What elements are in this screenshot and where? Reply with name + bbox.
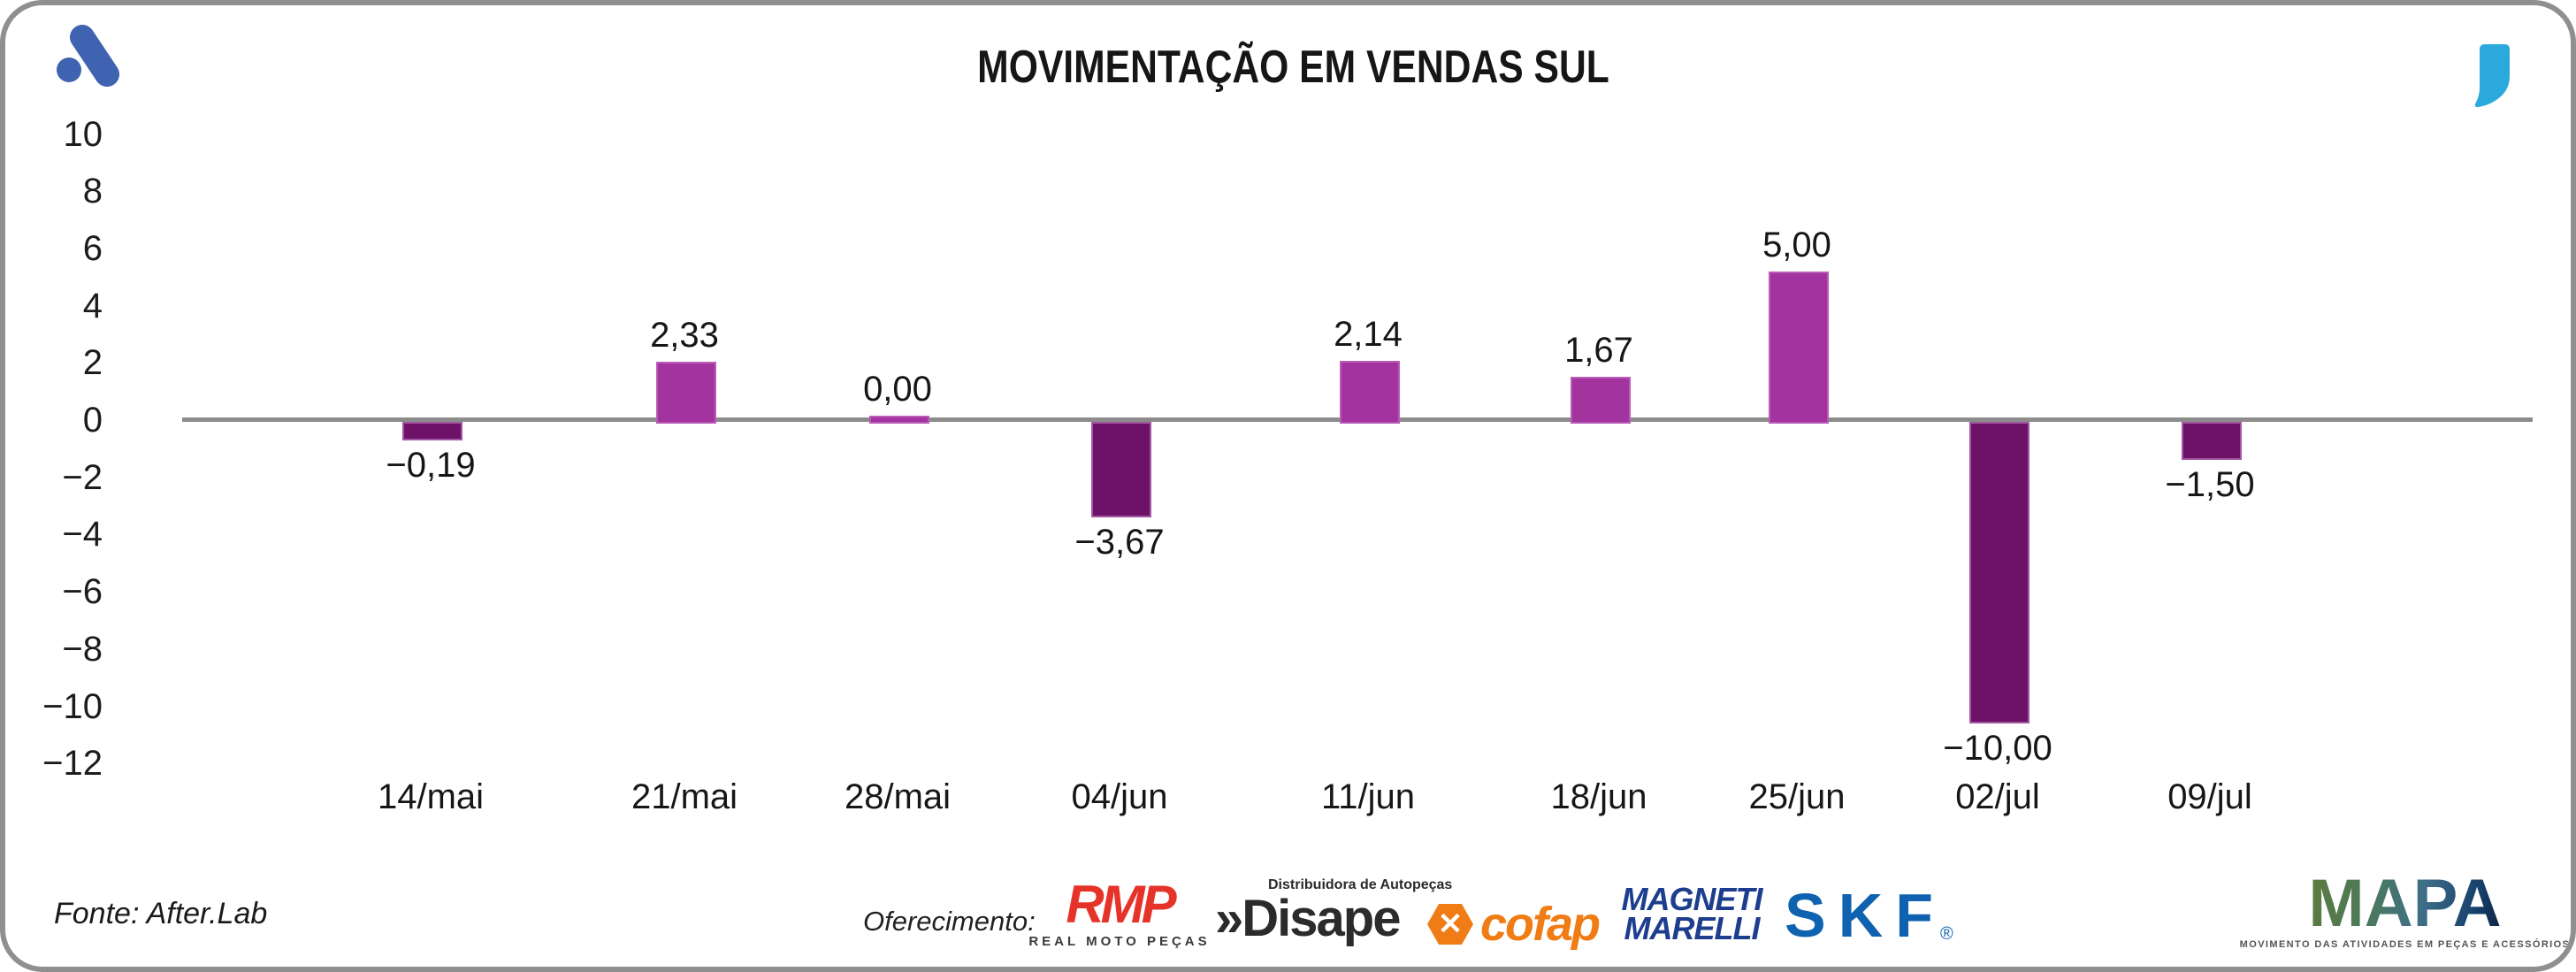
- quote-mark-icon: [2474, 44, 2510, 108]
- chart-title: MOVIMENTAÇÃO EM VENDAS SUL: [977, 42, 1609, 93]
- y-axis-tick-label: 8: [82, 172, 103, 211]
- sponsorship-label: Oferecimento:: [863, 906, 1036, 937]
- bar-value-label: −3,67: [1074, 523, 1165, 562]
- magneti-marelli-logo: MAGNETI MARELLI: [1617, 881, 1767, 946]
- bar-chart: 10 8 6 4 2 0 −2 −4 −6 −8 −10 −12 −0,19 14/mai 2,33 21/m…: [5, 5, 2571, 854]
- bar-21-mai: [656, 362, 716, 424]
- bar-value-label: 0,00: [863, 370, 932, 409]
- x-axis-label: 14/mai: [377, 777, 485, 816]
- bar-value-label: 5,00: [1762, 226, 1831, 264]
- bar-value-label: −1,50: [2165, 465, 2255, 504]
- bar-value-label: 2,14: [1334, 315, 1403, 354]
- y-axis-tick-label: −6: [62, 572, 103, 612]
- magneti-line1: MAGNETI: [1621, 881, 1763, 917]
- x-axis-label: 25/jun: [1748, 777, 1846, 816]
- skf-logo-text: SKF: [1785, 881, 1945, 950]
- rmp-logo: RMP REAL MOTO PEÇAS: [1028, 875, 1206, 950]
- rmp-logo-text: RMP: [1066, 875, 1176, 934]
- mapa-logo-text: MAPA: [2308, 866, 2502, 941]
- magneti-line2: MARELLI: [1624, 910, 1761, 946]
- skf-logo: SKF ®: [1785, 881, 1953, 950]
- y-axis-tick-label: −8: [62, 629, 103, 669]
- disape-chevrons-icon: »: [1215, 890, 1243, 947]
- y-axis-tick-label: 0: [82, 401, 103, 440]
- x-axis-label: 04/jun: [1071, 777, 1168, 816]
- bar-14-mai: [402, 422, 462, 440]
- bar-value-label: 2,33: [650, 316, 719, 355]
- bar-02-jul: [1969, 422, 2029, 723]
- x-axis-label: 28/mai: [844, 777, 952, 816]
- cofap-logo: ✕ cofap: [1427, 897, 1601, 952]
- cofap-hexagon-icon: ✕: [1427, 904, 1473, 945]
- bar-28-mai: [869, 416, 929, 424]
- cofap-logo-text: cofap: [1480, 898, 1601, 951]
- bar-value-label: 1,67: [1564, 331, 1633, 370]
- y-axis-tick-label: 4: [82, 286, 103, 325]
- y-axis-tick-label: 10: [63, 114, 103, 154]
- x-axis-label: 21/mai: [631, 777, 738, 816]
- y-axis-tick-label: −12: [42, 744, 103, 784]
- y-axis-tick-label: −4: [62, 515, 103, 555]
- disape-logo: Distribuidora de Autopeças »Disape: [1215, 877, 1452, 947]
- x-axis-label: 02/jul: [1955, 777, 2040, 816]
- bar-18-jun: [1571, 377, 1631, 424]
- bar-25-jun: [1769, 272, 1829, 424]
- bar-11-jun: [1340, 361, 1400, 424]
- x-axis-label: 11/jun: [1320, 777, 1415, 816]
- mapa-logo: MAPA MOVIMENTO DAS ATIVIDADES EM PEÇAS E…: [2240, 866, 2569, 951]
- y-axis-tick-label: 2: [82, 343, 103, 383]
- bar-value-label: −10,00: [1943, 729, 2052, 768]
- rmp-logo-subtext: REAL MOTO PEÇAS: [1028, 934, 1211, 949]
- mapa-logo-subtext: MOVIMENTO DAS ATIVIDADES EM PEÇAS E ACES…: [2239, 939, 2571, 950]
- x-axis-label: 09/jul: [2167, 777, 2252, 816]
- disape-logo-supertext: Distribuidora de Autopeças: [1268, 877, 1453, 892]
- bar-04-jun: [1091, 422, 1151, 517]
- x-axis-label: 18/jun: [1550, 777, 1647, 816]
- y-axis-tick-label: 6: [82, 228, 103, 268]
- y-axis-tick-label: −2: [62, 457, 103, 497]
- disape-logo-text: »Disape: [1215, 890, 1401, 947]
- afterlab-logo-icon: [57, 25, 119, 87]
- bar-09-jul: [2182, 422, 2242, 460]
- y-axis-tick-label: −10: [42, 686, 103, 726]
- source-caption: Fonte: After.Lab: [54, 897, 268, 930]
- registered-mark-icon: ®: [1940, 924, 1953, 944]
- bar-value-label: −0,19: [386, 446, 476, 485]
